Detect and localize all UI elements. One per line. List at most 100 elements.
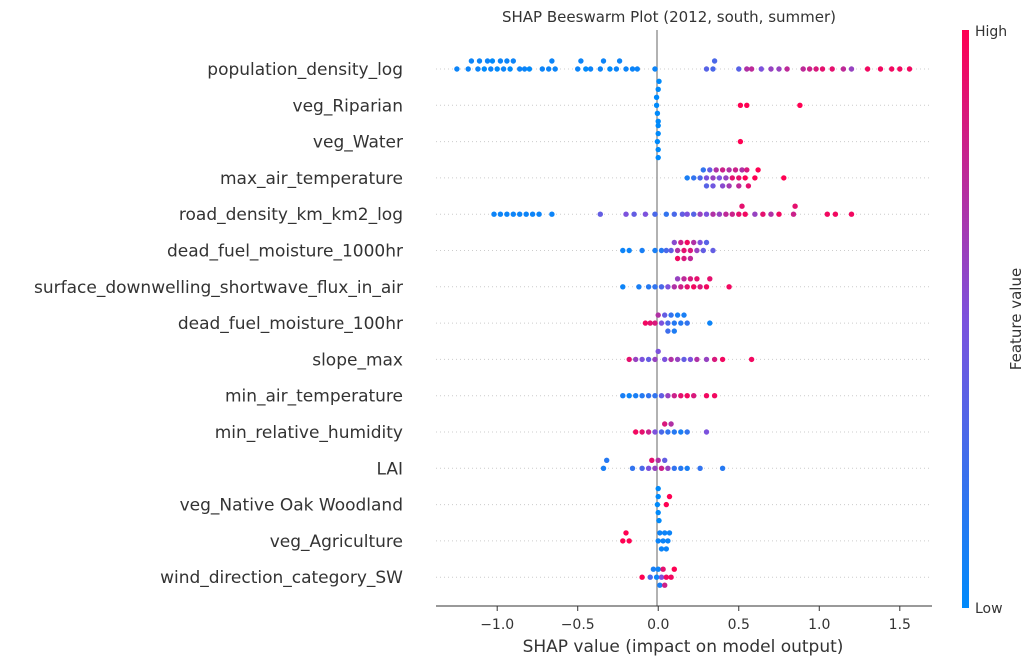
shap-point bbox=[497, 58, 504, 64]
feature-label: road_density_km_km2_log bbox=[179, 205, 403, 225]
shap-point bbox=[840, 66, 847, 72]
shap-point bbox=[744, 102, 750, 109]
shap-point bbox=[748, 66, 755, 72]
feature-labels: population_density_log veg_Riparian veg_Wa… bbox=[34, 60, 403, 588]
shap-point bbox=[681, 312, 687, 318]
shap-point bbox=[587, 66, 594, 72]
shap-point bbox=[626, 538, 632, 544]
shap-point bbox=[665, 538, 671, 544]
shap-point bbox=[652, 211, 658, 217]
shap-point bbox=[662, 457, 668, 463]
shap-point bbox=[703, 284, 710, 290]
shap-point bbox=[549, 58, 555, 64]
shap-point bbox=[678, 465, 684, 471]
shap-point bbox=[526, 66, 533, 72]
shap-point bbox=[813, 66, 819, 72]
shap-point bbox=[848, 66, 855, 72]
shap-point bbox=[639, 574, 645, 580]
shap-point bbox=[660, 538, 666, 544]
shap-point bbox=[653, 102, 660, 109]
shap-point bbox=[703, 356, 710, 363]
shap-point bbox=[662, 530, 668, 536]
shap-point bbox=[678, 239, 684, 246]
shap-point bbox=[678, 429, 684, 435]
shap-point bbox=[597, 211, 603, 217]
shap-point bbox=[776, 211, 782, 217]
shap-point bbox=[504, 58, 510, 64]
shap-point bbox=[829, 66, 835, 72]
shap-point bbox=[663, 247, 669, 254]
shap-point bbox=[687, 247, 694, 254]
shap-point bbox=[476, 58, 483, 64]
shap-point bbox=[655, 348, 661, 355]
shap-point bbox=[521, 66, 528, 72]
shap-point bbox=[655, 86, 661, 93]
shap-point bbox=[723, 175, 729, 181]
shap-point bbox=[737, 102, 744, 109]
shap-point bbox=[481, 66, 487, 72]
shap-point bbox=[719, 356, 726, 363]
shap-point bbox=[736, 183, 742, 189]
shap-point bbox=[745, 183, 752, 189]
shap-point bbox=[703, 393, 710, 399]
shap-point bbox=[491, 211, 497, 217]
shap-point bbox=[687, 276, 694, 282]
chart-title: SHAP Beeswarm Plot (2012, south, summer) bbox=[502, 8, 836, 26]
shap-point bbox=[697, 284, 703, 290]
shap-point bbox=[523, 211, 529, 217]
shap-point bbox=[517, 211, 523, 217]
shap-point bbox=[707, 320, 713, 326]
shap-point bbox=[723, 211, 729, 217]
shap-point bbox=[691, 393, 697, 399]
x-tick-label: 1.0 bbox=[808, 617, 830, 633]
shap-point bbox=[671, 320, 677, 326]
shap-point bbox=[668, 421, 674, 427]
shap-point bbox=[468, 58, 475, 64]
shap-point bbox=[906, 66, 913, 72]
shap-point bbox=[684, 320, 690, 326]
shap-point bbox=[726, 284, 732, 290]
shap-point bbox=[710, 211, 716, 217]
shap-point bbox=[703, 183, 710, 189]
shap-point bbox=[897, 66, 903, 72]
shap-point bbox=[736, 175, 742, 181]
x-axis-ticks: −1.0 −0.5 0.0 0.5 1.0 1.5 bbox=[480, 606, 911, 633]
shap-point bbox=[711, 393, 718, 399]
shap-point bbox=[623, 66, 629, 72]
shap-point bbox=[489, 58, 496, 64]
shap-point bbox=[703, 239, 710, 246]
shap-point bbox=[507, 66, 513, 72]
shap-point bbox=[744, 66, 750, 72]
shap-point bbox=[739, 167, 745, 173]
shap-point bbox=[710, 175, 716, 181]
shap-point bbox=[623, 530, 629, 536]
shap-point bbox=[848, 211, 855, 217]
shap-point bbox=[539, 66, 545, 72]
shap-point bbox=[758, 66, 764, 72]
shap-point bbox=[655, 457, 661, 463]
shap-point bbox=[752, 211, 758, 217]
shap-point bbox=[703, 429, 710, 435]
shap-point bbox=[739, 203, 745, 209]
shap-point bbox=[674, 356, 681, 363]
shap-point bbox=[663, 501, 669, 508]
feature-label: max_air_temperature bbox=[220, 169, 403, 189]
shap-point bbox=[662, 421, 668, 427]
shap-point bbox=[663, 574, 669, 580]
x-tick-label: −0.5 bbox=[561, 617, 595, 633]
shap-point bbox=[658, 247, 665, 254]
shap-point bbox=[684, 239, 690, 246]
shap-point bbox=[645, 356, 652, 363]
shap-point bbox=[633, 356, 639, 363]
shap-point bbox=[703, 175, 710, 181]
shap-point bbox=[752, 175, 758, 181]
shap-point bbox=[658, 393, 665, 399]
shap-point bbox=[660, 566, 666, 572]
shap-point bbox=[645, 393, 652, 399]
shap-point bbox=[674, 276, 681, 282]
shap-point bbox=[729, 211, 735, 217]
shap-point bbox=[671, 284, 677, 290]
shap-point bbox=[671, 429, 677, 435]
shap-point bbox=[488, 66, 494, 72]
shap-point bbox=[719, 167, 726, 173]
